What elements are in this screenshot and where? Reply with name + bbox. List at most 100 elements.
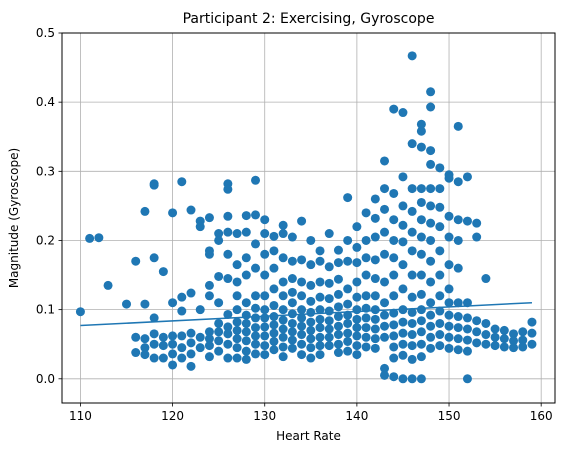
scatter-point	[297, 350, 307, 360]
scatter-point	[343, 346, 353, 356]
scatter-point	[407, 318, 417, 328]
scatter-point	[223, 322, 233, 332]
scatter-point	[241, 270, 251, 280]
scatter-point	[370, 274, 380, 284]
scatter-point	[398, 220, 408, 230]
scatter-point	[186, 288, 196, 298]
scatter-point	[416, 197, 426, 207]
scatter-point	[426, 159, 436, 169]
scatter-point	[297, 305, 307, 315]
scatter-point	[527, 328, 537, 338]
scatter-point	[472, 232, 482, 242]
scatter-point	[223, 274, 233, 284]
scatter-point	[509, 329, 519, 339]
scatter-point	[527, 339, 537, 349]
scatter-point	[444, 298, 454, 308]
scatter-point	[287, 335, 297, 345]
scatter-point	[168, 331, 178, 341]
scatter-point	[407, 292, 417, 302]
scatter-point	[407, 139, 417, 149]
scatter-point	[453, 334, 463, 344]
scatter-point	[481, 318, 491, 328]
scatter-point	[223, 184, 233, 194]
scatter-point	[462, 346, 472, 356]
scatter-point	[269, 300, 279, 310]
scatter-point	[435, 330, 445, 340]
scatter-point	[158, 267, 168, 277]
x-tick-label: 120	[161, 409, 184, 423]
scatter-point	[214, 298, 224, 308]
scatter-point	[435, 270, 445, 280]
scatter-point	[223, 353, 233, 363]
scatter-point	[278, 305, 288, 315]
scatter-point	[251, 239, 261, 249]
scatter-point	[499, 334, 509, 344]
scatter-point	[416, 316, 426, 326]
scatter-point	[426, 256, 436, 266]
scatter-point	[306, 353, 316, 363]
y-tick-label: 0.1	[36, 303, 55, 317]
scatter-point	[177, 306, 187, 316]
scatter-point	[260, 215, 270, 225]
scatter-point	[398, 374, 408, 384]
scatter-point	[481, 339, 491, 349]
scatter-point	[306, 280, 316, 290]
scatter-point	[426, 332, 436, 342]
scatter-point	[140, 343, 150, 353]
scatter-point	[398, 328, 408, 338]
scatter-point	[435, 318, 445, 328]
scatter-point	[444, 232, 454, 242]
scatter-point	[416, 126, 426, 136]
scatter-point	[481, 330, 491, 340]
scatter-point	[232, 317, 242, 327]
scatter-point	[499, 325, 509, 335]
scatter-point	[232, 291, 242, 301]
scatter-point	[306, 334, 316, 344]
scatter-point	[158, 341, 168, 351]
scatter-point	[297, 339, 307, 349]
scatter-point	[232, 334, 242, 344]
scatter-point	[481, 274, 491, 284]
scatter-point	[195, 222, 205, 232]
scatter-point	[370, 314, 380, 324]
scatter-point	[352, 305, 362, 315]
scatter-point	[490, 324, 500, 334]
scatter-point	[389, 270, 399, 280]
scatter-point	[186, 205, 196, 215]
scatter-point	[269, 284, 279, 294]
scatter-point	[195, 343, 205, 353]
scatter-point	[324, 278, 334, 288]
scatter-point	[232, 343, 242, 353]
scatter-point	[407, 51, 417, 61]
scatter-point	[518, 335, 528, 345]
scatter-point	[370, 291, 380, 301]
scatter-point	[333, 312, 343, 322]
scatter-point	[131, 256, 141, 266]
scatter-point	[306, 307, 316, 317]
scatter-point	[352, 292, 362, 302]
scatter-point	[426, 277, 436, 287]
scatter-point	[361, 291, 371, 301]
scatter-point	[343, 284, 353, 294]
scatter-point	[380, 370, 390, 380]
scatter-point	[251, 303, 261, 313]
scatter-point	[223, 211, 233, 221]
scatter-point	[398, 237, 408, 247]
scatter-point	[361, 323, 371, 333]
scatter-point	[407, 374, 417, 384]
scatter-point	[168, 339, 178, 349]
scatter-point	[204, 327, 214, 337]
scatter-point	[232, 229, 242, 239]
scatter-point	[287, 343, 297, 353]
scatter-point	[361, 313, 371, 323]
scatter-point	[324, 324, 334, 334]
scatter-point	[131, 348, 141, 358]
scatter-point	[140, 334, 150, 344]
scatter-point	[324, 306, 334, 316]
scatter-point	[149, 313, 159, 323]
scatter-point	[251, 210, 261, 220]
scatter-point	[306, 325, 316, 335]
scatter-point	[444, 343, 454, 353]
scatter-point	[140, 350, 150, 360]
